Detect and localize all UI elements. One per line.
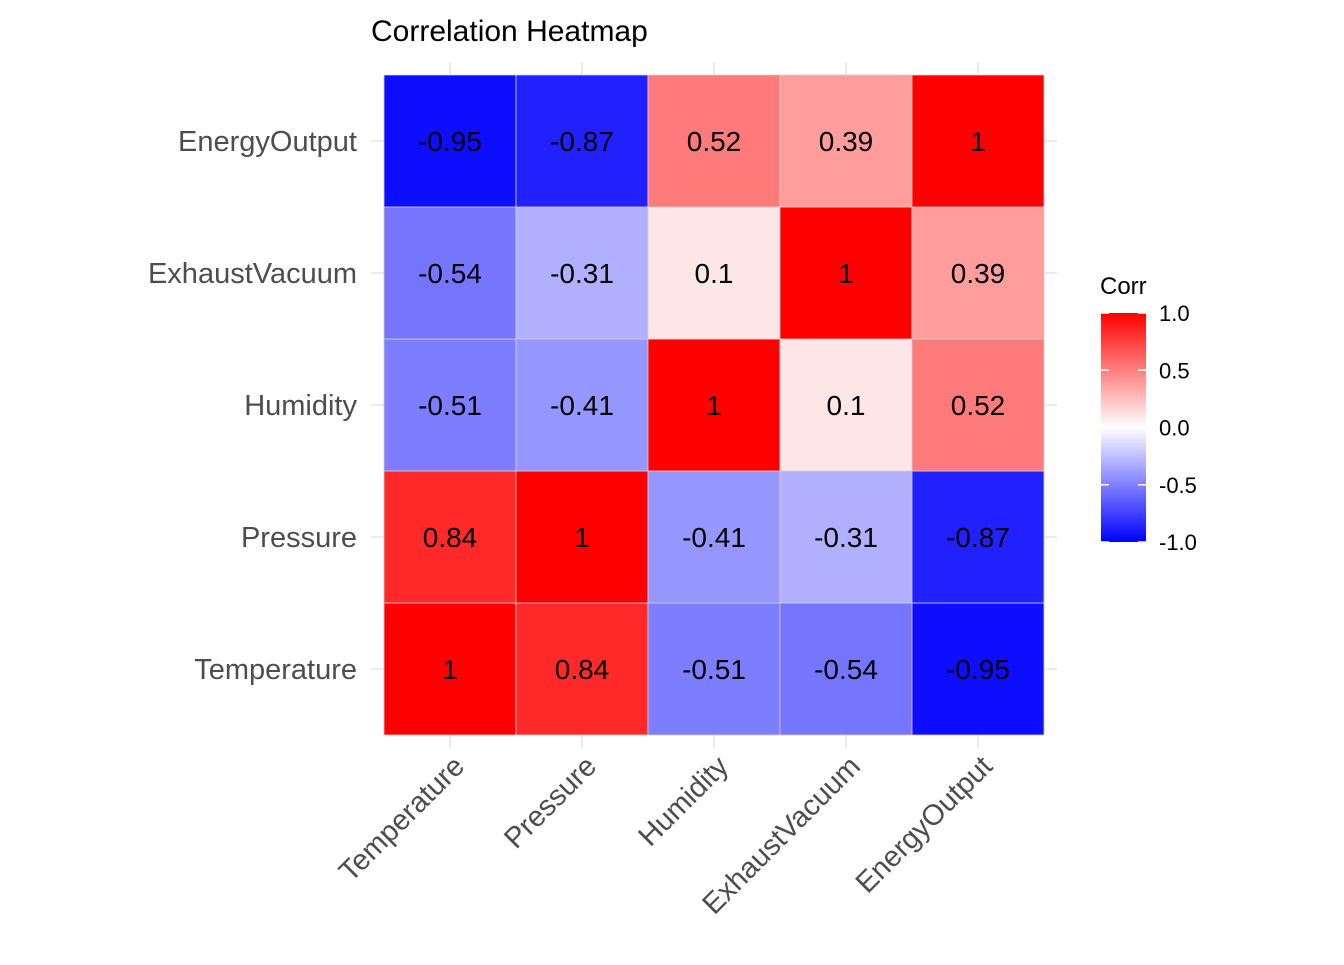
chart-title: Correlation Heatmap — [371, 15, 648, 48]
cell-value-label: 1 — [442, 654, 458, 685]
y-tick-label: ExhaustVacuum — [148, 258, 357, 290]
y-axis: Temperature Pressure Humidity ExhaustVacuum… — [148, 126, 358, 686]
heatmap-cell — [911, 470, 1045, 604]
cell-value-label: -0.31 — [550, 258, 614, 289]
heatmap-cell — [515, 74, 649, 208]
cell-value-label: 0.84 — [555, 654, 610, 685]
legend: Corr 1.0 0.5 0.0 -0.5 -1.0 — [1100, 273, 1197, 555]
heatmap-cell — [779, 602, 913, 736]
cell-value-label: 0.84 — [423, 522, 478, 553]
cell-value-label: -0.87 — [550, 126, 614, 157]
cell-value-label: 0.1 — [827, 390, 866, 421]
heatmap-cells — [383, 74, 1045, 736]
y-tick-label: Humidity — [244, 390, 357, 422]
heatmap-cell — [779, 206, 913, 340]
heatmap-cell — [647, 74, 781, 208]
heatmap-cell — [911, 74, 1045, 208]
heatmap-cell — [647, 338, 781, 472]
heatmap-cell — [383, 338, 517, 472]
heatmap-cell — [383, 74, 517, 208]
cell-value-label: 0.52 — [687, 126, 742, 157]
legend-tick-label: 0.0 — [1159, 416, 1190, 441]
heatmap-cell — [911, 206, 1045, 340]
cell-value-label: -0.95 — [418, 126, 482, 157]
cell-value-label: 1 — [970, 126, 986, 157]
cell-value-label: -0.54 — [814, 654, 878, 685]
cell-value-label: -0.51 — [682, 654, 746, 685]
heatmap-cell — [911, 602, 1045, 736]
heatmap-cell — [647, 206, 781, 340]
heatmap-cell — [647, 602, 781, 736]
heatmap-cell — [779, 74, 913, 208]
cell-value-label: 1 — [706, 390, 722, 421]
x-tick-label: Pressure — [498, 750, 603, 855]
cell-value-label: -0.95 — [946, 654, 1010, 685]
y-tick-label: Pressure — [241, 522, 357, 554]
cell-labels: 1 0.84 -0.51 -0.54 -0.95 0.84 1 -0.41 -0.31 -0.87… — [418, 126, 1010, 685]
cell-value-label: -0.54 — [418, 258, 482, 289]
cell-value-label: 1 — [838, 258, 854, 289]
legend-tick-label: -1.0 — [1159, 530, 1197, 555]
x-tick-label: Humidity — [633, 750, 736, 853]
x-tick-label: EnergyOutput — [850, 750, 999, 899]
heatmap-cell — [515, 602, 649, 736]
cell-value-label: 0.52 — [951, 390, 1006, 421]
y-tick-label: Temperature — [194, 654, 357, 686]
cell-value-label: -0.87 — [946, 522, 1010, 553]
y-tick-label: EnergyOutput — [178, 126, 357, 158]
cell-value-label: -0.41 — [550, 390, 614, 421]
cell-value-label: -0.31 — [814, 522, 878, 553]
legend-title: Corr — [1100, 273, 1147, 300]
cell-value-label: 0.1 — [695, 258, 734, 289]
heatmap-cell — [383, 470, 517, 604]
cell-value-label: 0.39 — [819, 126, 874, 157]
cell-value-label: 0.39 — [951, 258, 1006, 289]
legend-tick-label: 1.0 — [1159, 301, 1190, 326]
heatmap-cell — [515, 338, 649, 472]
heatmap-cell — [383, 206, 517, 340]
cell-value-label: 1 — [574, 522, 590, 553]
cell-value-label: -0.51 — [418, 390, 482, 421]
heatmap-cell — [647, 470, 781, 604]
x-tick-label: Temperature — [333, 750, 471, 888]
x-axis: Temperature Pressure HumidityExhaustVacuum… — [333, 750, 999, 921]
heatmap-cell — [515, 206, 649, 340]
heatmap-cell — [779, 470, 913, 604]
legend-tick-label: 0.5 — [1159, 358, 1190, 383]
legend-tick-label: -0.5 — [1159, 473, 1197, 498]
cell-value-label: -0.41 — [682, 522, 746, 553]
heatmap-cell — [515, 470, 649, 604]
